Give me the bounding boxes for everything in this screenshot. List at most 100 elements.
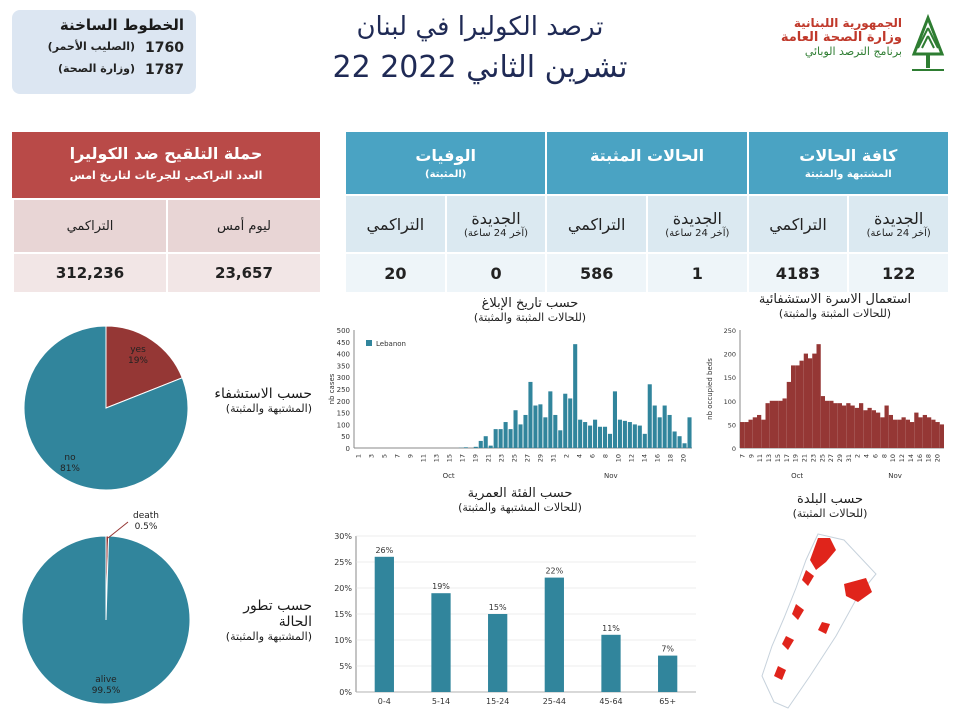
bar	[880, 417, 885, 448]
bar	[876, 412, 881, 448]
col-new: الجديدة (آخر 24 ساعة)	[847, 196, 949, 252]
vaccination-subtitle: العدد التراكمي للجرعات لتاريخ امس	[69, 169, 263, 182]
vaccination-col-yesterday: ليوم أمس	[166, 200, 320, 252]
bar	[740, 422, 745, 448]
group-sub: (المثبتة)	[424, 169, 467, 180]
map-cluster	[810, 538, 836, 570]
x-tick-label: 16	[916, 454, 924, 462]
x-tick-label: 17	[783, 454, 791, 462]
group-confirmed: الحالات المثبتة	[545, 132, 747, 194]
bar	[528, 381, 533, 448]
bar	[935, 422, 940, 448]
all-cumulative-value: 4183	[746, 254, 848, 292]
bar	[658, 655, 678, 692]
bar	[637, 425, 642, 448]
x-tick-label: 10	[615, 454, 623, 462]
bar	[863, 410, 868, 448]
bar	[744, 422, 749, 448]
bar	[854, 407, 859, 448]
x-tick-label: 18	[925, 454, 933, 462]
hotline-org: (وزارة الصحة)	[58, 62, 136, 75]
bar	[803, 353, 808, 448]
x-tick-label: 2	[854, 454, 862, 458]
month-label: Oct	[443, 472, 455, 480]
group-all: كافة الحالات المشتبهة والمثبتة	[746, 132, 948, 194]
y-tick-label: 300	[337, 374, 350, 382]
y-tick-label: 150	[724, 374, 736, 382]
vaccination-cumulative-value: 312,236	[12, 254, 166, 292]
y-tick-label: 20%	[334, 584, 352, 593]
y-tick-label: 100	[337, 421, 350, 429]
hotlines-box: الخطوط الساخنة 1760 (الصليب الأحمر) 1787…	[12, 10, 196, 94]
bar	[488, 445, 493, 448]
bar	[931, 419, 936, 448]
bar	[816, 344, 821, 448]
cases-table: الوفيات (المثبتة) الحالات المثبتة كافة ا…	[344, 132, 949, 292]
pie-slice-no	[23, 325, 189, 491]
pie-value-label: 19%	[128, 356, 148, 366]
hotline-org: (الصليب الأحمر)	[47, 40, 136, 53]
bar	[652, 405, 657, 448]
hotline-number: 1787	[145, 62, 184, 78]
confirmed-new-value: 1	[646, 254, 747, 292]
bar	[538, 404, 543, 448]
x-tick-label: 31	[550, 454, 558, 462]
bar	[598, 426, 603, 448]
all-new-value: 122	[847, 254, 949, 292]
hosp-title: حسب الاستشفاء	[214, 386, 312, 402]
y-tick-label: 50	[728, 421, 736, 429]
bar	[939, 424, 944, 448]
confirmed-cumulative-value: 586	[545, 254, 647, 292]
col-new: الجديدة (آخر 24 ساعة)	[646, 196, 747, 252]
map-cluster	[818, 622, 830, 634]
x-tick-label: 45-64	[599, 697, 622, 706]
bar	[825, 400, 830, 448]
x-tick-label: 19	[792, 454, 800, 462]
x-tick-label: 13	[765, 454, 773, 462]
x-tick-label: 11	[756, 454, 764, 462]
x-tick-label: 3	[368, 454, 376, 458]
hosp-label: حسب الاستشفاء (المشتبهة والمثبتة)	[200, 386, 312, 415]
x-tick-label: 65+	[659, 697, 676, 706]
bar	[601, 634, 621, 692]
bar	[672, 431, 677, 448]
bar	[642, 433, 647, 448]
y-tick-label: 500	[337, 327, 350, 335]
bar	[657, 417, 662, 448]
map-cluster	[782, 636, 794, 650]
beds-label: استعمال الاسرة الاستشفائية (للحالات المث…	[730, 292, 940, 320]
logo-line2: وزارة الصحة العامة	[780, 30, 902, 45]
x-tick-label: 21	[801, 454, 809, 462]
bar	[765, 403, 770, 448]
bar	[473, 446, 478, 448]
page-title: ترصد الكوليرا في لبنان 22 تشرين الثاني 2…	[300, 8, 660, 90]
month-label: Oct	[791, 472, 803, 480]
outcome-sub: (المشتبهة والمثبتة)	[225, 630, 312, 643]
bar	[667, 414, 672, 448]
data-label: 15%	[489, 603, 507, 612]
x-tick-label: 2	[563, 454, 571, 458]
x-tick-label: 15	[774, 454, 782, 462]
x-tick-label: 18	[667, 454, 675, 462]
x-tick-label: 27	[524, 454, 532, 462]
bar	[829, 400, 834, 448]
deaths-cumulative-value: 20	[344, 254, 445, 292]
y-tick-label: 15%	[334, 610, 352, 619]
bar	[503, 422, 508, 448]
bar	[498, 429, 503, 448]
x-tick-label: 11	[420, 454, 428, 462]
outcome-title: حسب تطور	[243, 598, 312, 614]
bar	[612, 391, 617, 448]
map-cluster	[774, 666, 786, 680]
col-cumulative: التراكمي	[545, 196, 647, 252]
bar	[374, 556, 394, 692]
bar	[808, 358, 813, 448]
bar	[820, 396, 825, 448]
age-sub: (للحالات المشتبهة والمثبتة)	[458, 501, 582, 514]
bar	[871, 410, 876, 448]
bar	[752, 417, 757, 448]
x-tick-label: 23	[809, 454, 817, 462]
